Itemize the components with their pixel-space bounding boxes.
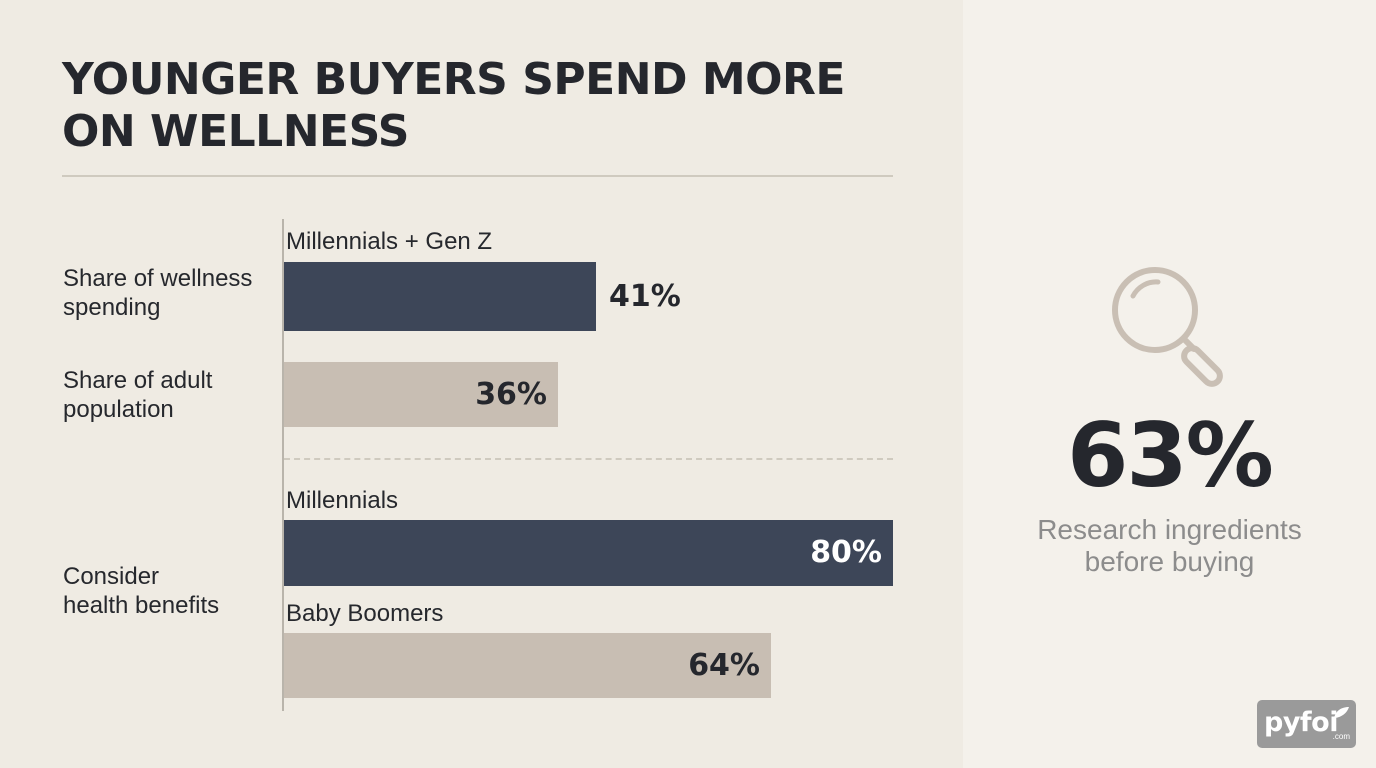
leaf-icon — [1334, 707, 1349, 718]
row-label-line: health benefits — [63, 592, 220, 619]
bar-baby-boomers — [284, 633, 771, 698]
magnifying-glass-icon — [1112, 267, 1223, 387]
row-label-line: Consider — [63, 563, 160, 590]
row-label-line: spending — [63, 294, 161, 321]
bar-value-label: 36% — [475, 376, 547, 412]
series-label-millennials-genz: Millennials + Gen Z — [286, 228, 493, 255]
bar-value-label: 80% — [810, 535, 882, 570]
stat-caption: Research ingredients before buying — [963, 514, 1376, 578]
bar-value-label: 41% — [609, 278, 681, 314]
bar-wellness-spending — [284, 262, 596, 331]
row-label-line: Share of adult — [63, 367, 213, 394]
row-label-line: Share of wellness — [63, 265, 253, 292]
stat-panel — [963, 0, 1376, 768]
chart-axis-line — [282, 219, 284, 711]
logo-domain: .com — [1332, 732, 1350, 741]
bar-value-label: 64% — [688, 647, 760, 683]
stat-caption-line: Research ingredients — [1037, 514, 1302, 545]
chart-title: YOUNGER BUYERS SPEND MORE ON WELLNESS — [62, 54, 845, 157]
stat-caption-line: before buying — [1084, 546, 1255, 577]
title-rule — [62, 175, 893, 177]
series-label-baby-boomers: Baby Boomers — [286, 600, 444, 627]
series-label-millennials: Millennials — [286, 487, 399, 514]
brand-logo: pyfoi .com — [1257, 700, 1356, 748]
bar-millennials — [284, 520, 893, 586]
stat-value: 63% — [1067, 404, 1274, 507]
bar-adult-population — [284, 362, 558, 427]
logo-text: pyfoi — [1264, 707, 1338, 738]
row-label-line: population — [63, 396, 174, 423]
group-divider — [284, 458, 893, 460]
row-label-health-benefits: Consider health benefits — [63, 562, 219, 620]
row-label-wellness-spending: Share of wellness spending — [63, 264, 252, 322]
row-label-adult-population: Share of adult population — [63, 366, 212, 424]
